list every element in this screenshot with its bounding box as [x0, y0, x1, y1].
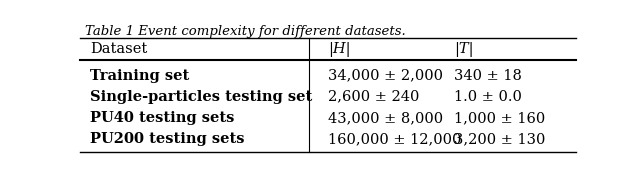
Text: 160,000 ± 12,000: 160,000 ± 12,000	[328, 132, 461, 146]
Text: 43,000 ± 8,000: 43,000 ± 8,000	[328, 111, 443, 125]
Text: Dataset: Dataset	[90, 42, 147, 56]
Text: Table 1 Event complexity for different datasets.: Table 1 Event complexity for different d…	[85, 25, 406, 38]
Text: 34,000 ± 2,000: 34,000 ± 2,000	[328, 69, 443, 83]
Text: 2,600 ± 240: 2,600 ± 240	[328, 90, 419, 104]
Text: Single-particles testing set: Single-particles testing set	[90, 90, 312, 104]
Text: |T|: |T|	[454, 42, 474, 57]
Text: 340 ± 18: 340 ± 18	[454, 69, 522, 83]
Text: 1.0 ± 0.0: 1.0 ± 0.0	[454, 90, 522, 104]
Text: Training set: Training set	[90, 69, 189, 83]
Text: |H|: |H|	[328, 42, 351, 57]
Text: 3,200 ± 130: 3,200 ± 130	[454, 132, 546, 146]
Text: 1,000 ± 160: 1,000 ± 160	[454, 111, 546, 125]
Text: PU40 testing sets: PU40 testing sets	[90, 111, 234, 125]
Text: PU200 testing sets: PU200 testing sets	[90, 132, 244, 146]
